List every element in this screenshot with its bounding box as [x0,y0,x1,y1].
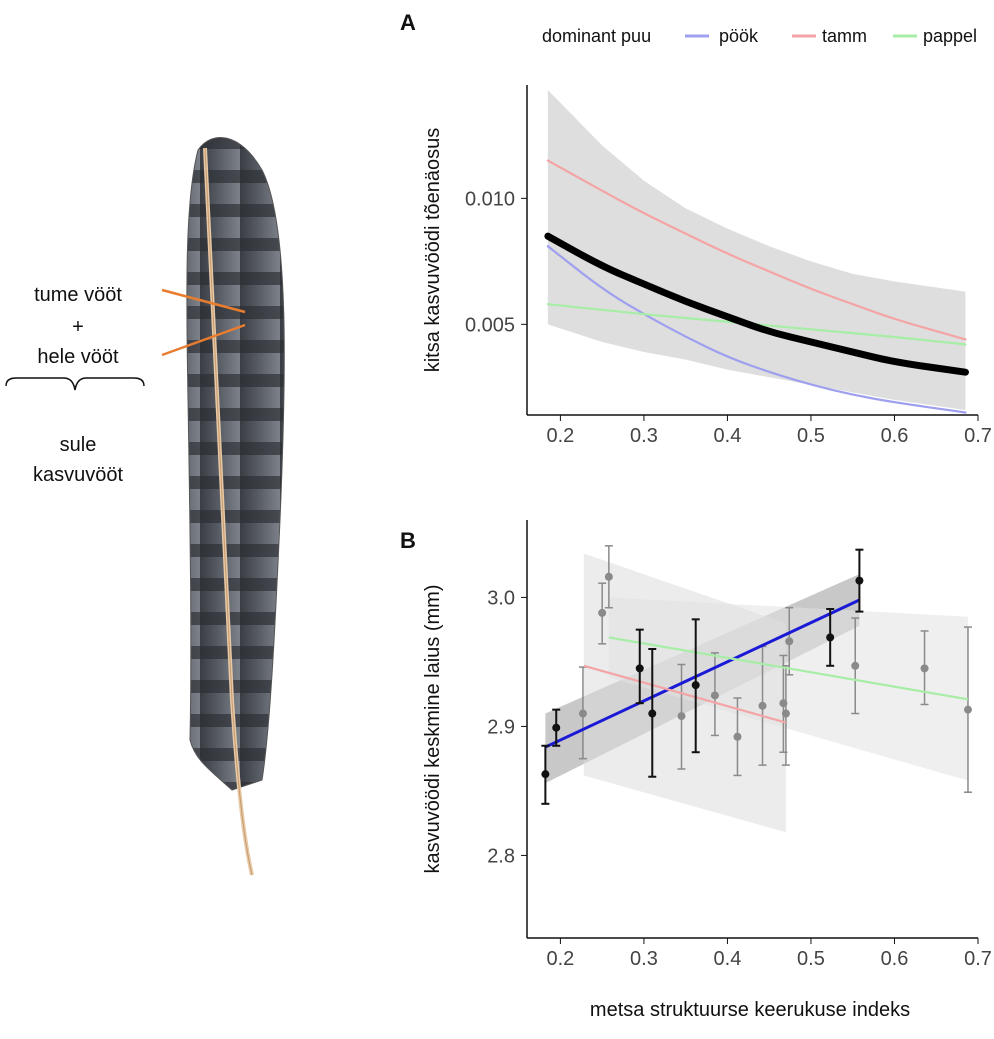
curly-brace [5,377,145,391]
panel-b-grey-point [710,691,719,700]
label-plus: + [72,316,84,338]
panel-b-x-tick-label: 0.5 [797,948,825,970]
panel-a-x-tick-label: 0.6 [881,425,909,447]
panel-b-y-axis-label: kasvuvöödi keskmine laius (mm) [422,585,444,874]
label-light-band: hele vööt [37,346,119,368]
panel-a-x-tick-label: 0.7 [964,425,992,447]
panel-b-grey-point [598,608,607,617]
panel-b-grey-point [604,572,613,581]
panel-b-band-2 [608,597,968,781]
panel-b-grey-point [920,664,929,673]
panel-b-y-tick-label: 2.8 [487,845,515,867]
x-axis-label: metsa struktuurse keerukuse indeks [590,999,910,1021]
panel-b-black-point [648,709,657,718]
panel-b-grey-point [677,712,686,721]
panel-a-x-tick-label: 0.5 [797,425,825,447]
pointer-dark-band [161,288,246,314]
panel-b-fit-overall [544,598,861,749]
panel-a: 0.2 0.3 0.4 0.5 0.6 0.7 0.005 0.010 kitsa kasvuv… [422,85,992,447]
label-growth-1: sule [59,434,97,456]
panel-b-x-tick-label: 0.4 [714,948,742,970]
panel-b-y-tick-label: 2.9 [487,716,515,738]
panel-b-grey-point [785,637,794,646]
panel-b-x-tick-label: 0.3 [630,948,658,970]
pointer-light-band [161,323,246,357]
panel-b-black-point [635,664,644,673]
panel-a-letter: A [400,10,416,35]
panel-b-fit-tamm [583,664,787,724]
panel-b-x-tick-label: 0.6 [881,948,909,970]
panel-b-x-tick-label: 0.2 [547,948,575,970]
panel-a-x-tick-label: 0.3 [630,425,658,447]
panel-b-grey-point [963,705,972,714]
panel-a-y-tick-label: 0.005 [465,314,515,336]
label-growth-2: kasvuvööt [32,464,124,486]
panel-a-line-pöök [546,245,967,414]
legend-label-2: pappel [923,26,977,46]
panel-b-grey-point [758,701,767,710]
panel-b-fit-pappel [608,636,969,701]
panel-a-confidence-band [547,90,966,410]
panel-b-grey-point [851,661,860,670]
panel-b-letter: B [400,528,416,553]
legend-title: dominant puu [542,26,651,46]
panel-b-black-point [541,770,550,779]
label-dark-band: tume vööt [34,284,122,306]
panel-b-black-point [855,576,864,585]
panel-a-y-axis-label: kitsa kasvuvöödi tõenäosus [422,128,444,373]
panel-a-y-tick-label: 0.010 [465,188,515,210]
panel-a-x-tick-label: 0.2 [547,425,575,447]
panel-a-line-overall [544,232,969,376]
legend-label-1: tamm [822,26,867,46]
panel-b: 0.2 0.3 0.4 0.5 0.6 0.7 2.8 2.9 3.0 kasvuvöödi ke… [422,520,992,970]
panel-b-black-point [552,723,561,732]
panel-a-x-tick-label: 0.4 [714,425,742,447]
panel-b-black-point [691,681,700,690]
legend-label-0: pöök [719,26,759,46]
panel-a-line-tamm [546,159,967,341]
panel-b-grey-point [733,732,742,741]
panel-b-x-tick-label: 0.7 [964,948,992,970]
panel-b-grey-point [781,709,790,718]
legend: dominant puu pöök tamm pappel [542,26,977,46]
panel-b-grey-point [578,709,587,718]
panel-b-y-tick-label: 3.0 [487,587,515,609]
panel-b-black-point [826,633,835,642]
